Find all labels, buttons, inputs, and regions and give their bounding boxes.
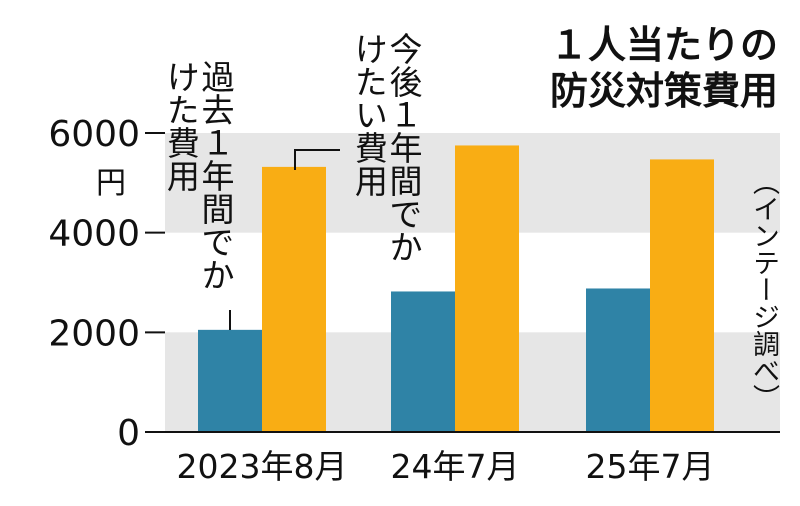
bar-past-1 — [391, 291, 455, 432]
source-note: （インテージ調べ） — [748, 168, 779, 411]
bar-future-1 — [455, 145, 519, 433]
bar-future-0 — [262, 166, 326, 433]
y-axis-unit: 円 — [96, 166, 126, 201]
y-tick-label-6000: 6000 — [48, 114, 140, 155]
leader-future — [294, 149, 340, 170]
chart-title-line-2: 防災対策費用 — [549, 69, 778, 113]
y-axis-ticks: 0 2000 4000 6000 — [48, 114, 780, 454]
y-tick-label-2000: 2000 — [48, 313, 140, 354]
y-tick-label-0: 0 — [117, 413, 140, 454]
bars — [198, 145, 714, 433]
y-tick-label-4000: 4000 — [48, 214, 140, 255]
x-label-1: 24年7月 — [391, 447, 520, 486]
x-label-0: 2023年8月 — [177, 447, 348, 486]
annotation-past-spending: 過去１年間でかけた費用 — [161, 60, 235, 291]
annotation-leaders — [229, 149, 340, 330]
chart-title: １人当たりの 防災対策費用 — [550, 22, 778, 114]
x-axis-labels: 2023年8月 24年7月 25年7月 — [177, 447, 715, 486]
bar-past-2 — [586, 288, 650, 432]
annotation-future-spending: 今後１年間でかけたい費用 — [349, 32, 423, 263]
chart-title-line-1: １人当たりの — [549, 23, 778, 67]
x-label-2: 25年7月 — [586, 447, 715, 486]
bar-past-0 — [198, 329, 262, 432]
bar-future-2 — [650, 159, 714, 432]
